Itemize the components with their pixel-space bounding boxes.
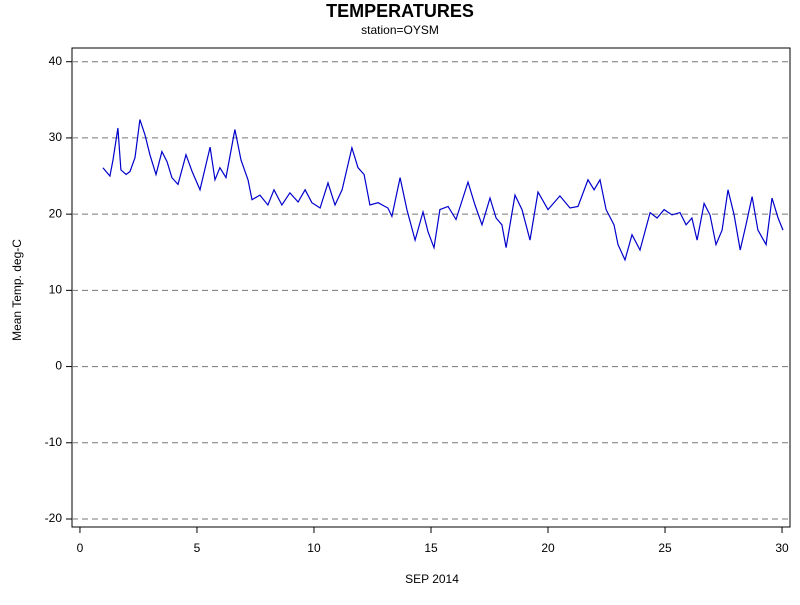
chart-title: TEMPERATURES xyxy=(326,1,474,21)
x-tick-label: 20 xyxy=(541,541,555,555)
y-tick-label: 0 xyxy=(55,359,62,373)
y-tick-label: 40 xyxy=(49,54,63,68)
y-tick-label: -20 xyxy=(45,511,63,525)
y-tick-label: 30 xyxy=(49,130,63,144)
x-tick-label: 0 xyxy=(77,541,84,555)
data-line xyxy=(102,119,784,262)
x-tick-label: 5 xyxy=(194,541,201,555)
x-tick-label: 30 xyxy=(775,541,789,555)
x-tick-label: 10 xyxy=(307,541,321,555)
chart-subtitle: station=OYSM xyxy=(361,23,439,37)
x-axis-label: SEP 2014 xyxy=(405,572,459,586)
y-tick-label: 20 xyxy=(49,206,63,220)
y-tick-label: -10 xyxy=(45,435,63,449)
y-axis-label: Mean Temp. deg-C xyxy=(10,239,24,341)
y-tick-label: 10 xyxy=(49,283,63,297)
x-tick-label: 25 xyxy=(658,541,672,555)
plot-frame xyxy=(71,47,791,528)
x-tick-label: 15 xyxy=(424,541,438,555)
